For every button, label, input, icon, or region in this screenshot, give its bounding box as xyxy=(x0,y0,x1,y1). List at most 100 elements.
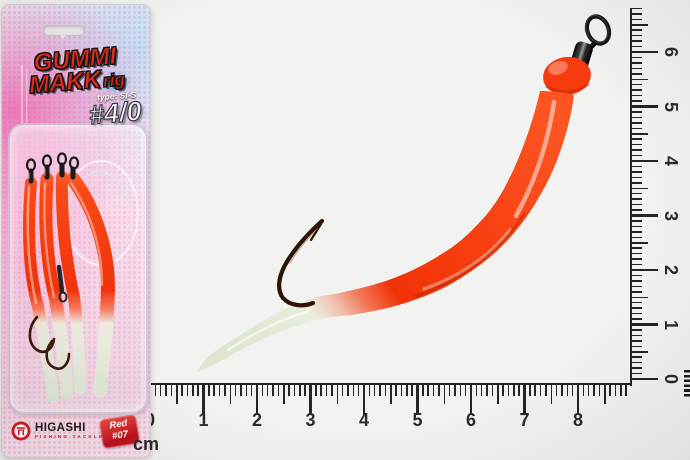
h-ruler-label: 2 xyxy=(251,410,263,430)
v-ruler-tick xyxy=(632,274,642,277)
v-ruler-tick xyxy=(632,345,642,348)
swivel xyxy=(569,14,612,75)
h-ruler-tick xyxy=(593,385,595,396)
h-ruler-tick xyxy=(309,385,312,415)
h-ruler-tick xyxy=(272,385,274,396)
v-ruler-tick xyxy=(632,258,642,260)
v-ruler-tick xyxy=(632,377,658,381)
h-ruler-tick xyxy=(604,385,606,404)
v-ruler-tick xyxy=(632,372,642,375)
brand-logo: HIGASHI FISHING TACKLE xyxy=(11,421,104,441)
v-ruler-tick xyxy=(632,176,642,179)
v-ruler-tick xyxy=(632,34,642,37)
v-ruler-tick xyxy=(632,361,642,364)
v-ruler-tick xyxy=(632,89,642,91)
v-ruler-tick xyxy=(632,133,648,135)
h-ruler-tick xyxy=(620,385,622,396)
h-ruler-label: 8 xyxy=(572,410,584,430)
h-ruler-label: 6 xyxy=(465,410,477,430)
v-ruler-tick xyxy=(632,252,642,255)
v-ruler-tick xyxy=(632,13,642,15)
v-ruler-tick xyxy=(632,291,642,293)
h-ruler-tick xyxy=(416,385,419,415)
v-ruler-label: 0 xyxy=(661,373,682,384)
h-ruler-baseline xyxy=(148,383,630,386)
v-ruler-tick xyxy=(632,50,658,54)
v-ruler-tick xyxy=(632,301,642,304)
v-ruler-tick xyxy=(632,171,642,173)
h-ruler-tick xyxy=(181,385,183,396)
v-ruler-tick xyxy=(632,312,642,315)
v-ruler-tick xyxy=(632,78,648,80)
h-ruler-tick xyxy=(315,385,317,396)
h-ruler-tick xyxy=(384,385,387,396)
v-ruler-tick xyxy=(632,18,642,21)
v-ruler-tick xyxy=(632,268,658,272)
h-ruler-tick xyxy=(331,385,333,396)
h-ruler-tick xyxy=(379,385,381,396)
v-ruler-label: 1 xyxy=(661,319,682,330)
edge-marker xyxy=(684,370,690,398)
hook-barb xyxy=(309,222,323,242)
v-ruler-tick xyxy=(632,67,642,70)
h-ruler-tick xyxy=(283,385,285,404)
h-ruler-tick xyxy=(459,385,462,396)
brand-footer-text: HIGASHI xyxy=(35,421,86,434)
h-ruler-tick xyxy=(357,385,360,396)
v-ruler-tick xyxy=(632,225,642,228)
h-ruler-tick xyxy=(336,385,338,404)
h-ruler-tick xyxy=(555,385,558,396)
h-ruler-tick xyxy=(497,385,499,404)
v-ruler-tick xyxy=(632,159,658,163)
h-ruler-tick xyxy=(518,385,520,396)
h-ruler-tick xyxy=(261,385,264,396)
h-ruler-tick xyxy=(427,385,429,396)
v-ruler-tick xyxy=(632,94,642,97)
h-ruler-tick xyxy=(277,385,280,396)
v-ruler-label: 2 xyxy=(661,264,682,275)
v-ruler-tick xyxy=(632,203,642,206)
h-ruler-tick xyxy=(320,385,322,396)
hook xyxy=(277,218,325,308)
h-ruler-tick xyxy=(486,385,488,396)
h-ruler-tick xyxy=(422,385,424,396)
v-ruler-tick xyxy=(632,40,642,42)
v-ruler-tick xyxy=(632,45,642,48)
package-footer: HIGASHI FISHING TACKLE Red #07 xyxy=(2,409,150,457)
h-ruler-tick xyxy=(395,385,397,396)
h-ruler-tick xyxy=(480,385,483,396)
h-ruler-tick xyxy=(469,385,473,415)
brand-rig: rig xyxy=(102,69,126,91)
h-ruler-tick xyxy=(438,385,440,396)
v-ruler-tick xyxy=(632,116,642,119)
hang-slot xyxy=(43,25,85,39)
v-ruler-tick xyxy=(632,127,642,130)
h-ruler-tick xyxy=(550,385,552,404)
v-ruler-tick xyxy=(632,29,642,31)
h-ruler-tick xyxy=(523,385,526,415)
v-ruler-tick xyxy=(632,334,642,337)
h-ruler-tick xyxy=(582,385,585,396)
v-ruler-tick xyxy=(632,323,658,326)
v-ruler-tick xyxy=(632,236,642,239)
product-package: GUMMI MAKKrig type: SI-S #4/0 xyxy=(1,4,151,458)
v-ruler-tick xyxy=(632,209,642,211)
v-ruler-label: 6 xyxy=(661,46,682,57)
v-ruler-tick xyxy=(632,351,648,353)
v-ruler-tick xyxy=(632,329,642,331)
h-ruler-label: 4 xyxy=(358,410,370,430)
h-ruler-tick xyxy=(299,385,301,396)
h-ruler-tick xyxy=(545,385,547,396)
ruler-unit-label: cm xyxy=(133,434,160,454)
h-ruler-tick xyxy=(186,385,189,396)
v-ruler-baseline xyxy=(630,8,633,386)
lure-body xyxy=(197,91,574,372)
h-ruler-tick xyxy=(390,385,392,404)
h-ruler-tick xyxy=(213,385,215,396)
h-ruler-tick xyxy=(507,385,510,396)
h-ruler-tick xyxy=(576,385,580,415)
h-ruler-tick xyxy=(325,385,328,396)
h-ruler-label: 1 xyxy=(198,410,209,430)
v-ruler-tick xyxy=(632,165,642,168)
v-ruler-tick xyxy=(632,280,642,282)
